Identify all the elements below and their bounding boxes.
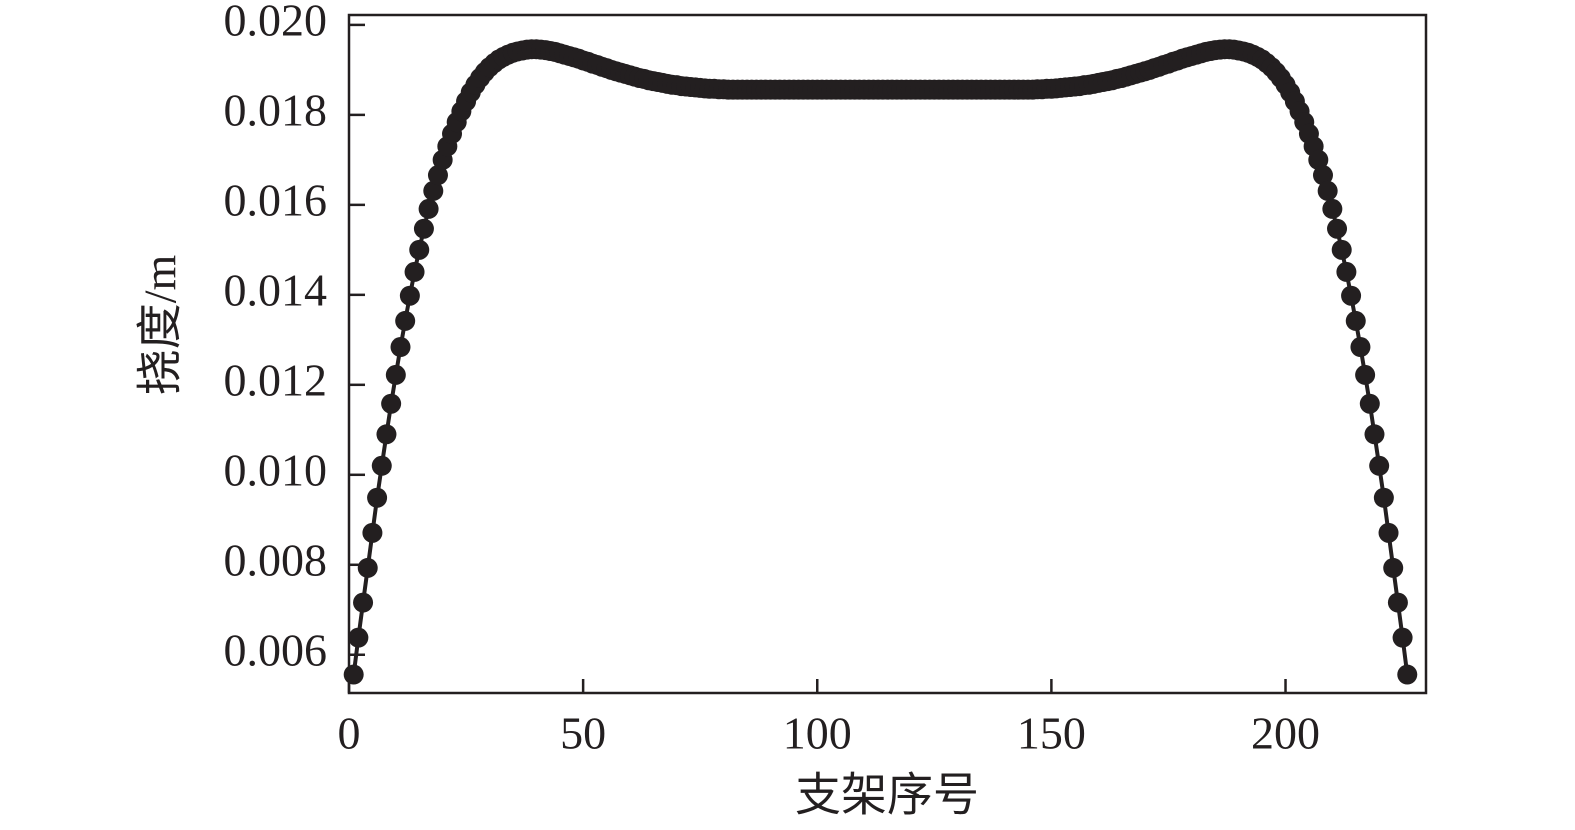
x-tick-label: 150 — [1017, 708, 1086, 759]
data-point — [1312, 165, 1333, 186]
y-tick-label: 0.006 — [224, 624, 328, 675]
data-point — [385, 364, 406, 385]
data-point — [348, 627, 369, 648]
data-point — [381, 393, 402, 414]
data-point — [390, 337, 411, 358]
data-line — [351, 47, 1410, 675]
x-tick-label: 100 — [783, 708, 852, 759]
data-point — [343, 664, 364, 685]
data-point — [418, 198, 439, 219]
data-point — [367, 487, 388, 508]
data-point — [1355, 364, 1376, 385]
data-point — [395, 310, 416, 331]
data-point — [1364, 424, 1385, 445]
y-tick-label: 0.010 — [224, 444, 328, 495]
y-tick-label: 0.016 — [224, 174, 328, 225]
data-point — [413, 218, 434, 239]
plot-frame — [347, 13, 1428, 695]
y-tick-label: 0.014 — [224, 264, 328, 315]
data-point — [1345, 310, 1366, 331]
data-point — [1341, 285, 1362, 306]
data-point — [423, 180, 444, 201]
data-point — [1392, 627, 1413, 648]
data-point — [1331, 239, 1352, 260]
y-tick-label: 0.012 — [224, 354, 328, 405]
data-point — [362, 522, 383, 543]
data-point — [1327, 218, 1348, 239]
data-point — [399, 285, 420, 306]
data-point — [353, 592, 374, 613]
data-point — [1373, 487, 1394, 508]
data-point — [1322, 198, 1343, 219]
data-point — [409, 239, 430, 260]
y-tick-label: 0.018 — [224, 84, 328, 135]
data-point — [1308, 149, 1329, 170]
data-point — [1369, 455, 1390, 476]
data-point — [1383, 557, 1404, 578]
data-point — [404, 261, 425, 282]
data-point — [1317, 180, 1338, 201]
data-point — [1387, 592, 1408, 613]
data-point — [1378, 522, 1399, 543]
y-tick-label: 0.020 — [224, 0, 328, 45]
x-axis-label: 支架序号 — [795, 770, 979, 821]
data-point — [376, 424, 397, 445]
data-point — [1336, 261, 1357, 282]
data-point — [357, 557, 378, 578]
data-point — [1350, 337, 1371, 358]
y-tick-label: 0.008 — [224, 534, 328, 585]
data-point — [371, 455, 392, 476]
x-tick-label: 0 — [338, 708, 361, 759]
data-point — [1359, 393, 1380, 414]
data-point — [427, 165, 448, 186]
x-tick-label: 200 — [1251, 708, 1320, 759]
y-axis-label: 挠度/m — [135, 255, 186, 396]
x-tick-label: 50 — [560, 708, 606, 759]
data-point — [1397, 664, 1418, 685]
